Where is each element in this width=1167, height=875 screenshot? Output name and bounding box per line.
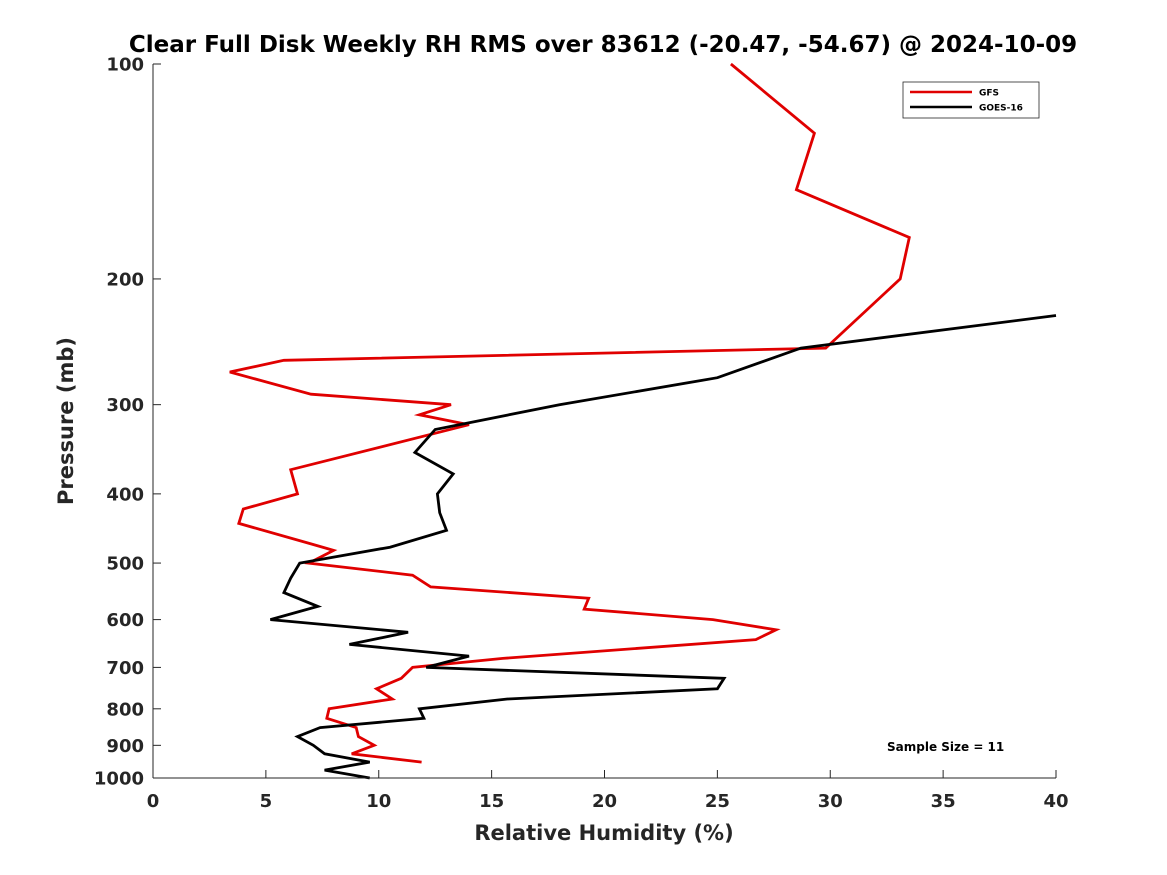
y-tick-label: 1000 [94, 769, 144, 790]
x-tick-label: 10 [366, 791, 391, 812]
sample-size-annotation: Sample Size = 11 [887, 740, 1004, 754]
x-tick-label: 35 [931, 791, 956, 812]
y-tick-label: 300 [106, 395, 144, 416]
x-ticks: 0 5 10 15 20 25 30 35 40 [147, 770, 1069, 812]
x-tick-label: 30 [818, 791, 843, 812]
y-tick-label: 800 [106, 699, 144, 720]
x-tick-label: 40 [1043, 791, 1068, 812]
y-axis-label: Pressure (mb) [54, 337, 78, 505]
legend: GFS GOES-16 [902, 81, 1040, 119]
plot-area: 0 5 10 15 20 25 30 35 40 100 200 300 400 500 600 700 80… [94, 55, 1069, 813]
series-layer [229, 62, 1057, 780]
y-tick-label: 500 [106, 554, 144, 575]
y-ticks: 100 200 300 400 500 600 700 800 900 1000 [94, 55, 161, 790]
series-line-gfs [229, 62, 911, 764]
series-line-goes-16 [270, 314, 1057, 780]
legend-label-goes-16: GOES-16 [979, 104, 1023, 114]
y-tick-label: 700 [106, 658, 144, 679]
plot-background [153, 64, 1056, 778]
legend-entry-goes-16: GOES-16 [910, 104, 1023, 114]
x-tick-label: 25 [705, 791, 730, 812]
y-tick-label: 400 [106, 484, 144, 505]
x-tick-label: 0 [147, 791, 160, 812]
chart-title: Clear Full Disk Weekly RH RMS over 83612… [129, 32, 1077, 58]
legend-box [902, 81, 1040, 119]
x-tick-label: 20 [592, 791, 617, 812]
y-tick-label: 200 [106, 269, 144, 290]
x-axis-label: Relative Humidity (%) [474, 821, 733, 845]
legend-entry-gfs: GFS [910, 89, 999, 99]
x-tick-label: 5 [260, 791, 273, 812]
x-tick-label: 15 [479, 791, 504, 812]
y-tick-label: 600 [106, 610, 144, 631]
legend-label-gfs: GFS [979, 89, 999, 99]
y-tick-label: 100 [106, 55, 144, 76]
y-tick-label: 900 [106, 736, 144, 757]
